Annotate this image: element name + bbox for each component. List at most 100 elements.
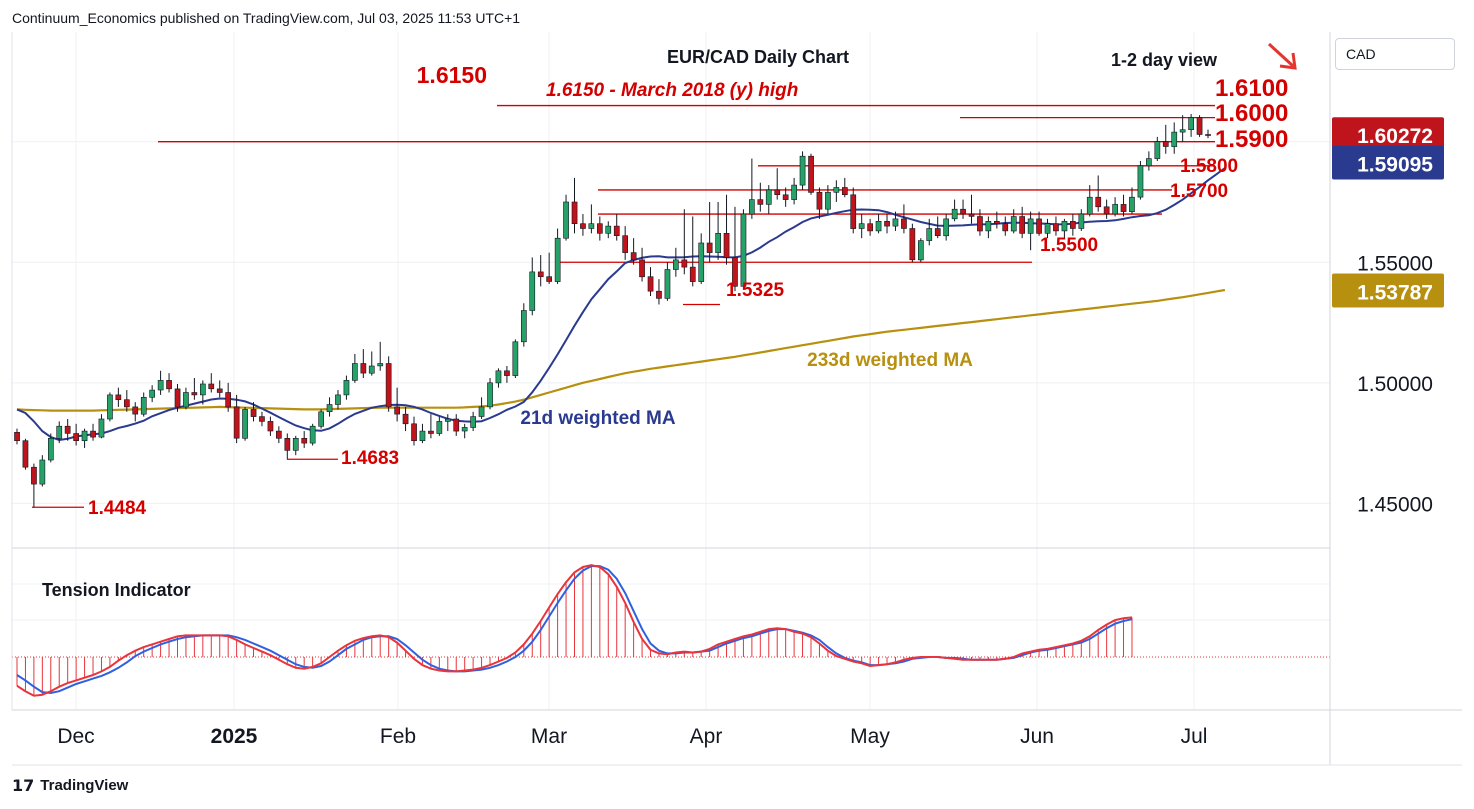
tension-indicator-title: Tension Indicator	[42, 580, 191, 600]
tension-indicator-panel	[12, 564, 1330, 697]
wma233-label: 233d weighted MA	[807, 350, 973, 371]
candle-down	[808, 155, 814, 193]
candle-up	[748, 199, 755, 215]
x-tick-label: May	[850, 725, 890, 748]
candle-down	[267, 421, 274, 432]
candle-up	[799, 155, 806, 186]
candle-up	[858, 223, 865, 229]
candle-up	[1010, 216, 1017, 232]
candle-down	[174, 388, 181, 408]
candle-down	[816, 192, 823, 210]
candle-down	[208, 383, 215, 390]
view-horizon-label: 1-2 day view	[1111, 50, 1218, 70]
candle-up	[326, 404, 333, 412]
support-resistance-lines	[32, 104, 1215, 508]
axes: 1.55000 1.50000 1.45000 1.60272 1.59095 1.537…	[11, 32, 1462, 766]
candle-down	[64, 425, 71, 434]
candle-down	[774, 189, 781, 195]
candle-down	[732, 257, 738, 287]
down-arrow-head-icon	[1279, 52, 1297, 70]
candle-down	[689, 266, 696, 282]
candle-up	[1146, 158, 1152, 167]
candle-up	[335, 394, 341, 405]
level-label-1-5700: 1.5700	[1170, 181, 1228, 202]
candle-up	[419, 430, 426, 442]
candle-down	[934, 228, 941, 236]
candle-up	[183, 392, 189, 408]
candle-down	[73, 433, 79, 441]
candle-up	[740, 213, 747, 287]
candle-down	[191, 392, 198, 396]
currency-selector[interactable]: CAD	[1335, 38, 1455, 70]
level-label-1-5900: 1.5900	[1215, 126, 1288, 153]
candle-down	[1103, 206, 1110, 215]
candle-up	[554, 237, 561, 282]
candle-up	[892, 218, 899, 227]
candle-down	[1120, 204, 1127, 212]
level-label-1-6150: 1.6150	[417, 62, 487, 88]
candle-down	[216, 388, 223, 393]
candle-up	[791, 184, 797, 200]
candle-down	[993, 221, 1000, 225]
candle-up	[39, 459, 46, 485]
candle-up	[318, 411, 325, 427]
candle-down	[14, 431, 20, 441]
candle-down	[571, 201, 578, 225]
candle-up	[1154, 141, 1161, 159]
candle-up	[926, 228, 933, 241]
candle-up	[875, 221, 882, 232]
candle-down	[90, 430, 96, 438]
candle-up	[368, 365, 375, 374]
x-tick-label: Feb	[380, 725, 416, 748]
candle-up	[107, 394, 113, 420]
candle-down	[841, 187, 848, 195]
candle-down	[723, 233, 730, 258]
tradingview-logo[interactable]: 𝟭𝟳 TradingView	[12, 776, 128, 795]
candle-down	[622, 235, 628, 253]
candle-down	[402, 413, 409, 425]
candle-down	[360, 363, 367, 374]
candle-down	[1019, 216, 1025, 234]
candle-down	[275, 430, 282, 439]
candle-down	[394, 406, 401, 415]
candle-down	[968, 213, 975, 217]
candle-up	[149, 389, 156, 398]
candle-down	[580, 223, 586, 229]
candle-down	[1053, 223, 1059, 232]
candle-down	[850, 194, 857, 229]
candle-down	[681, 259, 688, 268]
candle-down	[706, 242, 713, 253]
candle-up	[56, 425, 63, 439]
candle-down	[1162, 141, 1169, 147]
price-badge-label: 1.60272	[1357, 125, 1433, 148]
candle-up	[1179, 129, 1186, 133]
y-tick-label: 1.50000	[1357, 373, 1433, 396]
candle-up	[200, 383, 206, 396]
candle-down	[647, 276, 654, 292]
tension-red-line	[16, 564, 1133, 697]
candle-up	[943, 218, 949, 237]
price-badge-label: 1.53787	[1357, 282, 1433, 305]
candle-up	[588, 223, 595, 229]
candle-up	[1137, 165, 1144, 198]
x-tick-label: Mar	[531, 725, 567, 748]
candle-down	[124, 399, 130, 408]
candle-up	[351, 363, 358, 381]
candle-down	[31, 466, 37, 485]
candle-down	[411, 423, 417, 441]
chart-labels: EUR/CAD Daily Chart 1-2 day view 1.6150 1.6…	[42, 42, 1297, 600]
candle-up	[512, 341, 519, 376]
candle-up	[563, 201, 569, 239]
level-label-1-4683: 1.4683	[341, 448, 399, 469]
candle-up	[157, 380, 164, 391]
candle-down	[284, 437, 291, 451]
currency-label: CAD	[1346, 46, 1376, 62]
candle-down	[1205, 134, 1211, 136]
candle-up	[605, 225, 612, 234]
candle-up	[917, 240, 924, 261]
level-label-1-5325: 1.5325	[726, 280, 785, 301]
candle-up	[98, 418, 105, 438]
wma233-line	[16, 288, 1226, 412]
candle-down	[1095, 196, 1102, 208]
